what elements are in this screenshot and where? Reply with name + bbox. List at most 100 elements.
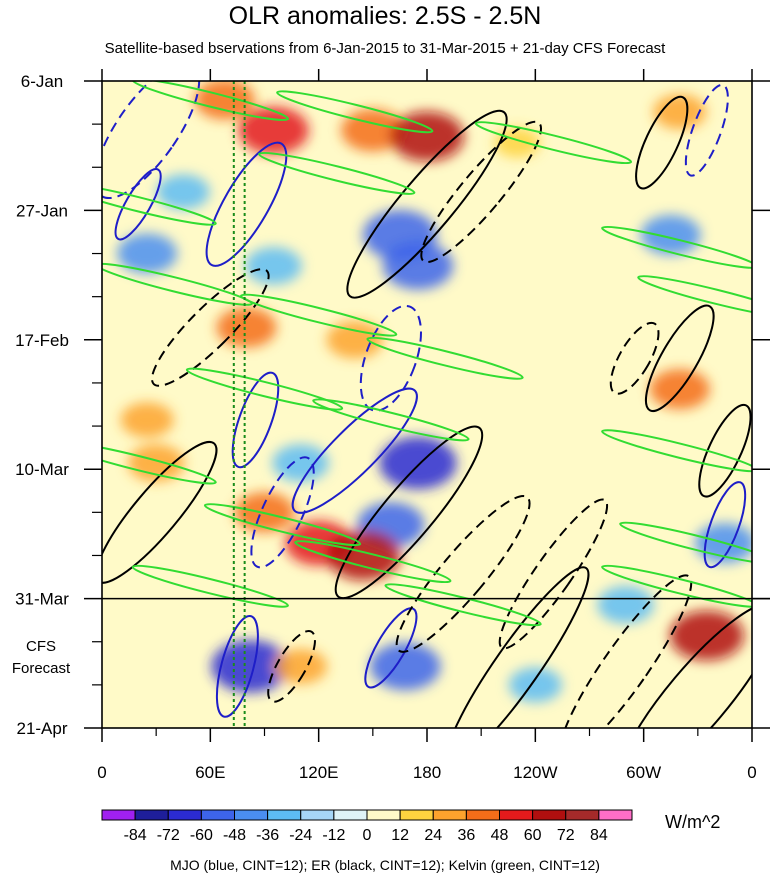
er-contour-18: [445, 566, 590, 728]
x-tick-label-0: 0: [97, 763, 106, 782]
er-contour-25: [267, 630, 316, 703]
kelvin-contour-11: [203, 503, 362, 547]
colorbar-swatch-6: [300, 809, 335, 821]
colorbar-label-6: -12: [322, 827, 345, 844]
y-tick-label-2: 17-Feb: [15, 331, 69, 350]
x-tick-label-6: 0: [747, 763, 756, 782]
kelvin-contour-9: [102, 441, 217, 485]
kelvin-contour-7: [185, 367, 344, 411]
chart-title: OLR anomalies: 2.5S - 2.5N: [228, 2, 542, 30]
colorbar-label-13: 72: [557, 827, 575, 844]
colorbar-label-3: -48: [223, 827, 246, 844]
y-tick-label-3: 10-Mar: [15, 460, 69, 479]
anomaly-feature-9: [216, 307, 277, 348]
colorbar-swatch-5: [267, 809, 302, 821]
colorbar-swatch-4: [234, 809, 269, 821]
anomaly-feature-11: [272, 444, 329, 482]
colorbar-swatch-14: [565, 809, 600, 821]
contour-layer: [102, 81, 752, 728]
anomaly-feature-10: [326, 321, 384, 359]
kelvin-contour-14: [131, 564, 289, 608]
anomaly-feature-25: [653, 94, 707, 130]
chart-subtitle: Satellite-based bservations from 6-Jan-2…: [104, 40, 666, 57]
kelvin-contour-8: [312, 398, 470, 442]
anomaly-feature-12: [379, 436, 457, 490]
anomaly-feature-28: [127, 444, 185, 482]
colorbar-swatch-7: [333, 809, 368, 821]
colorbar-label-7: 0: [363, 827, 372, 844]
colorbar-swatch-11: [465, 809, 500, 821]
kelvin-contour-10: [601, 429, 752, 473]
colorbar-units: W/m^2: [665, 812, 721, 832]
anomaly-feature-0: [194, 81, 255, 120]
forecast-label-line1: CFS: [26, 638, 56, 655]
er-contour-14: [102, 440, 218, 584]
kelvin-contour-17: [258, 151, 416, 195]
anomaly-feature-8: [245, 247, 302, 285]
mjo-contour-8: [684, 83, 729, 177]
mjo-contour-0: [102, 81, 201, 200]
y-tick-label-5: 21-Apr: [16, 719, 67, 738]
kelvin-contour-19: [366, 336, 524, 380]
anomaly-feature-17: [211, 640, 289, 693]
y-axis: 6-Jan 27-Jan 17-Feb 10-Mar 31-Mar 21-Apr: [15, 72, 770, 738]
contour-legend: MJO (blue, CINT=12); ER (black, CINT=12)…: [170, 857, 600, 873]
er-contour-23: [698, 403, 752, 498]
colorbar-label-5: -24: [289, 827, 312, 844]
mjo-contour-3: [359, 304, 422, 412]
anomaly-feature-29: [274, 648, 328, 684]
er-contour-17: [498, 498, 609, 650]
colorbar-label-8: 12: [391, 827, 409, 844]
x-tick-label-3: 180: [413, 763, 441, 782]
colorbar-label-1: -72: [157, 827, 180, 844]
colorbar-label-4: -36: [256, 827, 279, 844]
x-tick-label-2: 120E: [299, 763, 339, 782]
anomaly-feature-5: [390, 111, 464, 162]
mjo-contour-5: [250, 456, 315, 569]
er-contour-22: [635, 95, 689, 190]
anomaly-field: [117, 81, 752, 703]
colorbar-swatch-13: [532, 809, 567, 821]
colorbar-label-0: -84: [124, 827, 147, 844]
anomaly-feature-18: [370, 642, 441, 691]
x-tick-label-1: 60E: [195, 763, 225, 782]
kelvin-contour-3: [102, 182, 217, 226]
anomaly-feature-1: [156, 174, 210, 210]
colorbar-swatch-0: [101, 809, 136, 821]
anomaly-feature-20: [640, 215, 701, 256]
colorbar-swatch-1: [134, 809, 169, 821]
mjo-contour-4: [291, 387, 418, 514]
colorbar-label-12: 60: [524, 827, 542, 844]
colorbar-swatch-8: [366, 809, 401, 821]
anomaly-feature-22: [669, 610, 744, 661]
forecast-label-line2: Forecast: [11, 660, 71, 677]
colorbar-label-2: -60: [190, 827, 213, 844]
kelvin-contour-2: [601, 225, 752, 269]
kelvin-contour-1: [276, 90, 434, 134]
colorbar-label-9: 24: [424, 827, 442, 844]
anomaly-feature-19: [508, 667, 562, 703]
y-tick-label-0: 6-Jan: [21, 72, 64, 91]
er-contour-21: [644, 304, 715, 413]
anomaly-feature-23: [597, 586, 654, 624]
colorbar-swatch-15: [598, 809, 633, 821]
kelvin-contour-5: [240, 293, 398, 337]
kelvin-contour-13: [619, 521, 752, 565]
er-contour-24: [609, 321, 660, 395]
kelvin-contour-4: [102, 262, 253, 306]
colorbar-swatch-12: [499, 809, 534, 821]
colorbar-label-10: 36: [457, 827, 475, 844]
mjo-contour-1: [205, 141, 288, 267]
anomaly-feature-26: [494, 127, 541, 158]
kelvin-contour-12: [294, 540, 452, 584]
kelvin-contour-0: [131, 81, 289, 121]
y-tick-label-4: 31-Mar: [15, 590, 69, 609]
mjo-contour-6: [215, 614, 259, 718]
er-contour-20: [616, 602, 752, 728]
y-tick-label-1: 27-Jan: [16, 201, 68, 220]
er-contour-15: [334, 425, 484, 600]
mjo-contour-2: [231, 371, 280, 469]
er-contour-16: [395, 495, 531, 653]
kelvin-contour-15: [601, 564, 752, 608]
